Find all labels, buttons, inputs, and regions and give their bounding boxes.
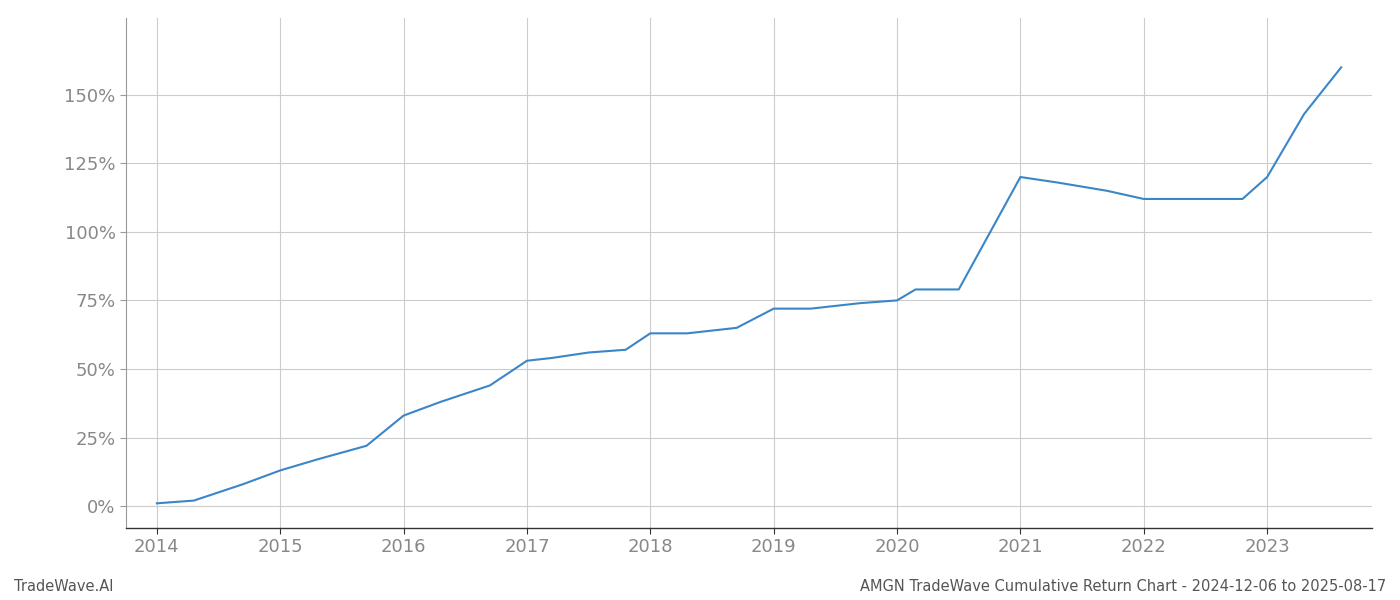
Text: AMGN TradeWave Cumulative Return Chart - 2024-12-06 to 2025-08-17: AMGN TradeWave Cumulative Return Chart -… — [860, 579, 1386, 594]
Text: TradeWave.AI: TradeWave.AI — [14, 579, 113, 594]
